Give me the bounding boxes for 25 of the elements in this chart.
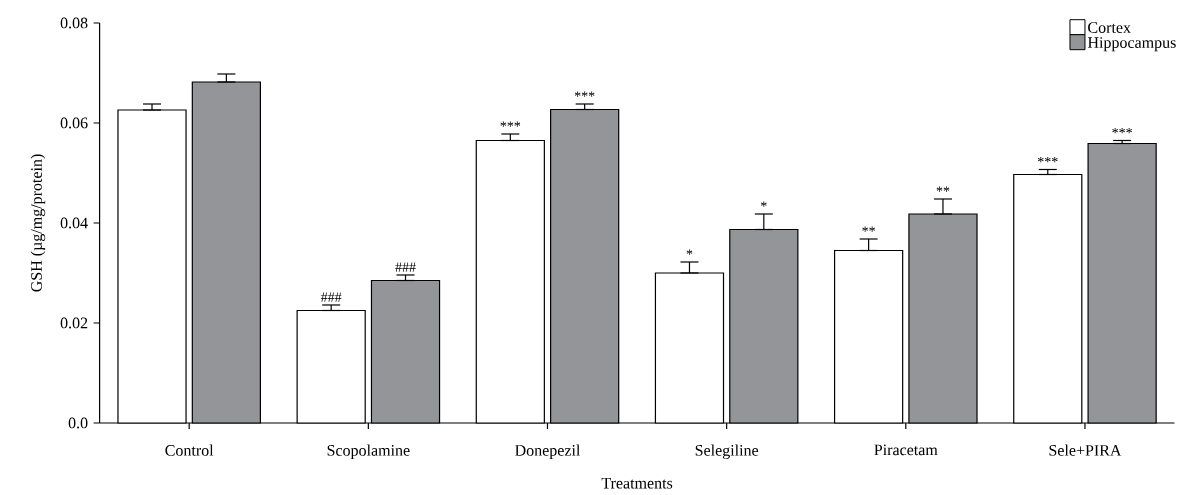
x-tick-label: Control bbox=[165, 444, 214, 456]
x-tick-label: Selegiline bbox=[695, 444, 759, 460]
data-label: ### bbox=[320, 292, 342, 302]
data-label: *** bbox=[1037, 157, 1058, 163]
data-label: *** bbox=[500, 121, 521, 127]
x-tick-label: Sele+PIRA bbox=[1049, 444, 1122, 456]
legend-label: Cortex bbox=[1088, 22, 1131, 33]
data-label: *** bbox=[574, 91, 595, 97]
data-label: *** bbox=[1112, 128, 1132, 134]
x-tick-label: Scopolamine bbox=[327, 444, 410, 460]
x-tick-label: Piracetam bbox=[874, 444, 938, 456]
data-label: ### bbox=[395, 262, 416, 272]
y-axis-title: GSH (µg/mg/protein) bbox=[30, 154, 46, 292]
y-tick-label: 0.0 bbox=[68, 417, 88, 429]
y-tick-label: 0.06 bbox=[60, 117, 88, 129]
x-tick-label: Donepezil bbox=[515, 444, 581, 460]
data-label: * bbox=[686, 249, 693, 255]
y-tick-label: 0.08 bbox=[60, 17, 88, 29]
y-tick-label: 0.02 bbox=[60, 317, 88, 329]
y-tick-label: 0.04 bbox=[60, 217, 88, 229]
data-label: ** bbox=[862, 226, 875, 232]
data-label: ** bbox=[936, 186, 950, 192]
x-axis-title: Treatments bbox=[601, 477, 673, 489]
legend-label: Hippocampus bbox=[1087, 37, 1176, 52]
data-label: * bbox=[761, 201, 767, 207]
